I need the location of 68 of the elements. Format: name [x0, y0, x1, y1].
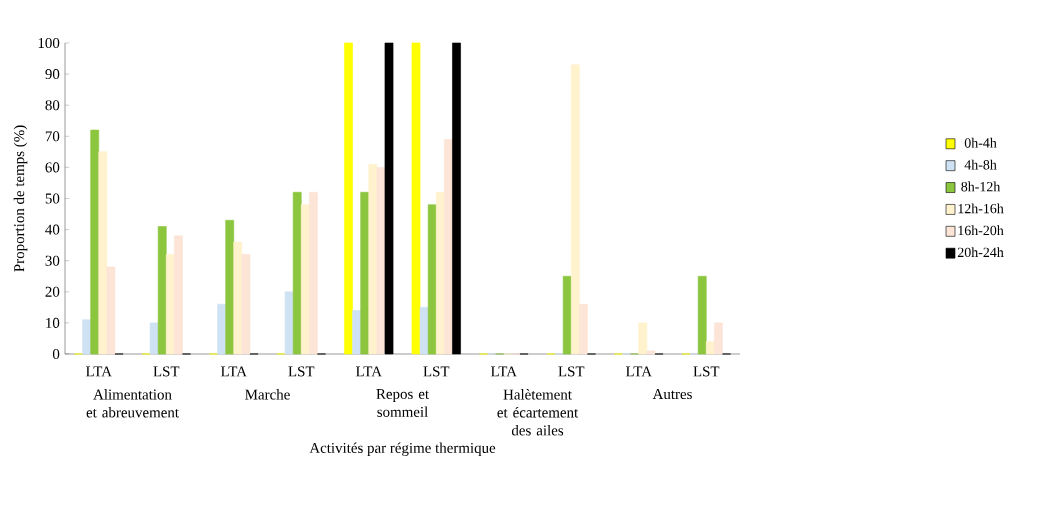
bar [435, 191, 445, 355]
y-tick-label: 90 [45, 69, 60, 80]
bar [697, 275, 707, 355]
bar [90, 129, 100, 355]
text: Marche [245, 389, 290, 400]
y-tick-label: 50 [45, 193, 60, 204]
x-tick-label: LST [558, 366, 585, 377]
bar [570, 64, 580, 355]
bar [360, 191, 370, 355]
bar [352, 310, 361, 355]
bar [368, 163, 378, 355]
bar [427, 204, 437, 355]
bar [157, 226, 167, 355]
x-tick-label: LTA [85, 366, 112, 377]
bar [300, 204, 310, 355]
legend-label: 0h-4h [964, 137, 997, 148]
x-axis-title: Activités par régime thermique [309, 442, 496, 457]
text: Repos et sommeil [376, 389, 429, 417]
x-tick-label: LST [423, 366, 450, 377]
x-tick-label: LST [288, 366, 315, 377]
text: Autres [652, 389, 692, 400]
y-axis-title: Proportion de temps (%) [13, 125, 28, 272]
bar [241, 254, 251, 355]
y-tick-label: 100 [38, 37, 60, 49]
bar [411, 42, 421, 355]
x-tick-label: LTA [490, 366, 517, 377]
legend-label: 20h-24h [957, 247, 1004, 258]
y-tick-label: 20 [45, 286, 60, 297]
x-tick-label: LTA [625, 366, 652, 377]
bar [165, 254, 175, 355]
y-tick-label: 80 [45, 100, 60, 111]
bar [562, 275, 572, 355]
legend-label: 4h-8h [964, 159, 997, 170]
y-tick-label: 70 [45, 131, 60, 142]
bar [292, 191, 302, 355]
y-tick-label: 10 [46, 317, 60, 328]
bar [714, 322, 723, 355]
legend-label: 16h-20h [958, 225, 1004, 236]
x-tick-label: LST [693, 366, 720, 377]
bar [344, 42, 353, 355]
x-tick-label: LTA [355, 366, 382, 377]
bar [225, 219, 235, 355]
bar [419, 307, 429, 355]
bar [174, 235, 183, 355]
y-tick-label: 60 [45, 162, 60, 173]
y-tick-label: 30 [45, 255, 60, 266]
x-tick-label: LTA [220, 366, 247, 377]
bar [284, 291, 294, 355]
bar [309, 191, 318, 355]
bar [233, 241, 243, 355]
bar [149, 322, 159, 355]
y-tick-label: 40 [45, 224, 60, 235]
bar [376, 167, 386, 355]
legend-label: 8h-12h [961, 181, 1001, 192]
bar [217, 303, 226, 355]
bar [705, 341, 715, 355]
bar [106, 266, 116, 355]
bar [82, 319, 91, 355]
bar [579, 303, 588, 355]
text: Halètement et écartement des ailes [497, 389, 579, 436]
bar [444, 139, 453, 355]
legend-label: 12h-16h [958, 203, 1004, 214]
x-tick-label: LST [153, 366, 180, 377]
bar [98, 151, 108, 355]
bar [638, 322, 648, 355]
y-tick-label: 0 [52, 348, 60, 360]
text: Alimentation et abreuvement [86, 389, 179, 418]
bar [646, 350, 656, 355]
